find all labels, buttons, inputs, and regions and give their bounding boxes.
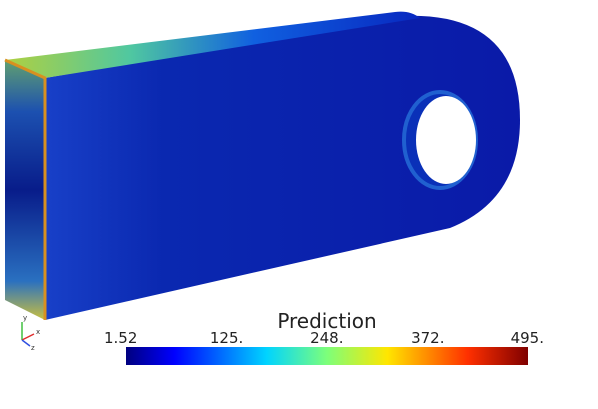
part-model	[4, 11, 520, 320]
front-face	[5, 60, 45, 320]
top-face	[5, 11, 420, 79]
z-axis-label: z	[31, 344, 35, 352]
edge	[4, 58, 47, 320]
side-face	[45, 15, 520, 320]
colorbar-tick-label: 248.	[310, 329, 343, 347]
x-axis-label: x	[36, 328, 40, 336]
colorbar-tick-label: 125.	[210, 329, 243, 347]
axes-triad: x y z	[21, 314, 40, 352]
colorbar-tick-label: 372.	[411, 329, 444, 347]
colorbar-title: Prediction	[277, 309, 376, 333]
hole-opening	[416, 96, 476, 184]
colorbar-tick-label: 495.	[511, 329, 544, 347]
x-axis-arrow	[21, 333, 35, 341]
z-axis-arrow	[21, 339, 31, 347]
colorbar	[126, 347, 528, 365]
y-axis-label: y	[23, 314, 27, 322]
colorbar-tick-label: 1.52	[104, 329, 137, 347]
